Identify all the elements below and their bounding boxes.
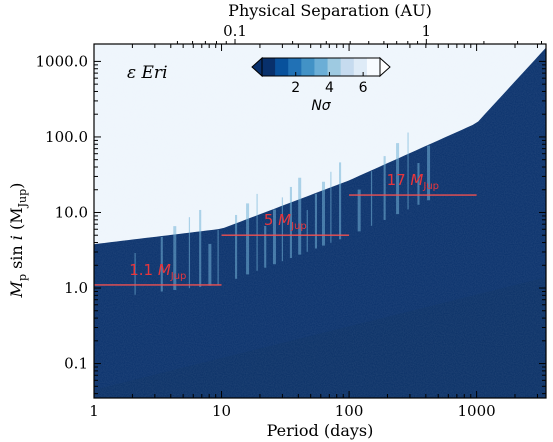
x-tick-label: 100 — [335, 402, 364, 420]
mass-annotation: 1.1 MJup — [129, 261, 186, 282]
top-tick-label: 1 — [422, 22, 432, 40]
x-tick-label: 1 — [89, 402, 99, 420]
mass-annotation: 17 MJup — [387, 171, 439, 192]
colorbar-segment — [262, 58, 276, 76]
colorbar-tick-label: 6 — [359, 80, 368, 96]
colorbar-segment — [340, 58, 355, 76]
colorbar-segment — [353, 58, 368, 76]
colorbar-tick-label: 2 — [291, 80, 300, 96]
y-tick-label: 100.0 — [45, 128, 88, 146]
y-tick-label: 1.0 — [64, 279, 88, 297]
y-tick-label: 1000.0 — [36, 52, 89, 70]
colorbar-segment — [366, 58, 381, 76]
colorbar-segment — [275, 58, 289, 76]
x-axis-ticks: 1 10 100 1000 — [89, 44, 538, 420]
y-tick-label: 10.0 — [55, 203, 88, 221]
mass-annotations: 1.1 MJup 5 MJup 17 MJup — [129, 171, 439, 282]
plot-area — [94, 44, 546, 398]
top-tick-label: 0.1 — [223, 22, 247, 40]
top-axis-title: Physical Separation (AU) — [228, 1, 432, 20]
plot-frame — [93, 43, 547, 399]
colorbar-segment — [288, 58, 302, 76]
x-tick-label: 1000 — [458, 402, 496, 420]
target-label: ε Eri — [127, 63, 168, 83]
y-axis-ticks: 0.1 1.0 10.0 100.0 1000.0 — [36, 52, 546, 395]
top-axis-ticks: 0.1 1 — [176, 22, 542, 44]
colorbar-segment — [327, 58, 342, 76]
x-axis-title: Period (days) — [267, 421, 374, 440]
colorbar-label: Nσ — [311, 98, 331, 114]
y-axis-title: Mp sin i (MJup) — [7, 183, 29, 299]
colorbar-tick-label: 4 — [325, 80, 334, 96]
mass-limit-lines — [94, 194, 477, 286]
colorbar: 2 4 6 Nσ — [251, 56, 391, 114]
colorbar-frame — [261, 57, 381, 77]
y-tick-label: 0.1 — [64, 355, 88, 373]
colorbar-segment — [314, 58, 329, 76]
colorbar-segment — [301, 58, 315, 76]
mass-annotation: 5 MJup — [264, 211, 307, 232]
noise-overlay — [94, 44, 546, 398]
x-tick-label: 10 — [212, 402, 231, 420]
